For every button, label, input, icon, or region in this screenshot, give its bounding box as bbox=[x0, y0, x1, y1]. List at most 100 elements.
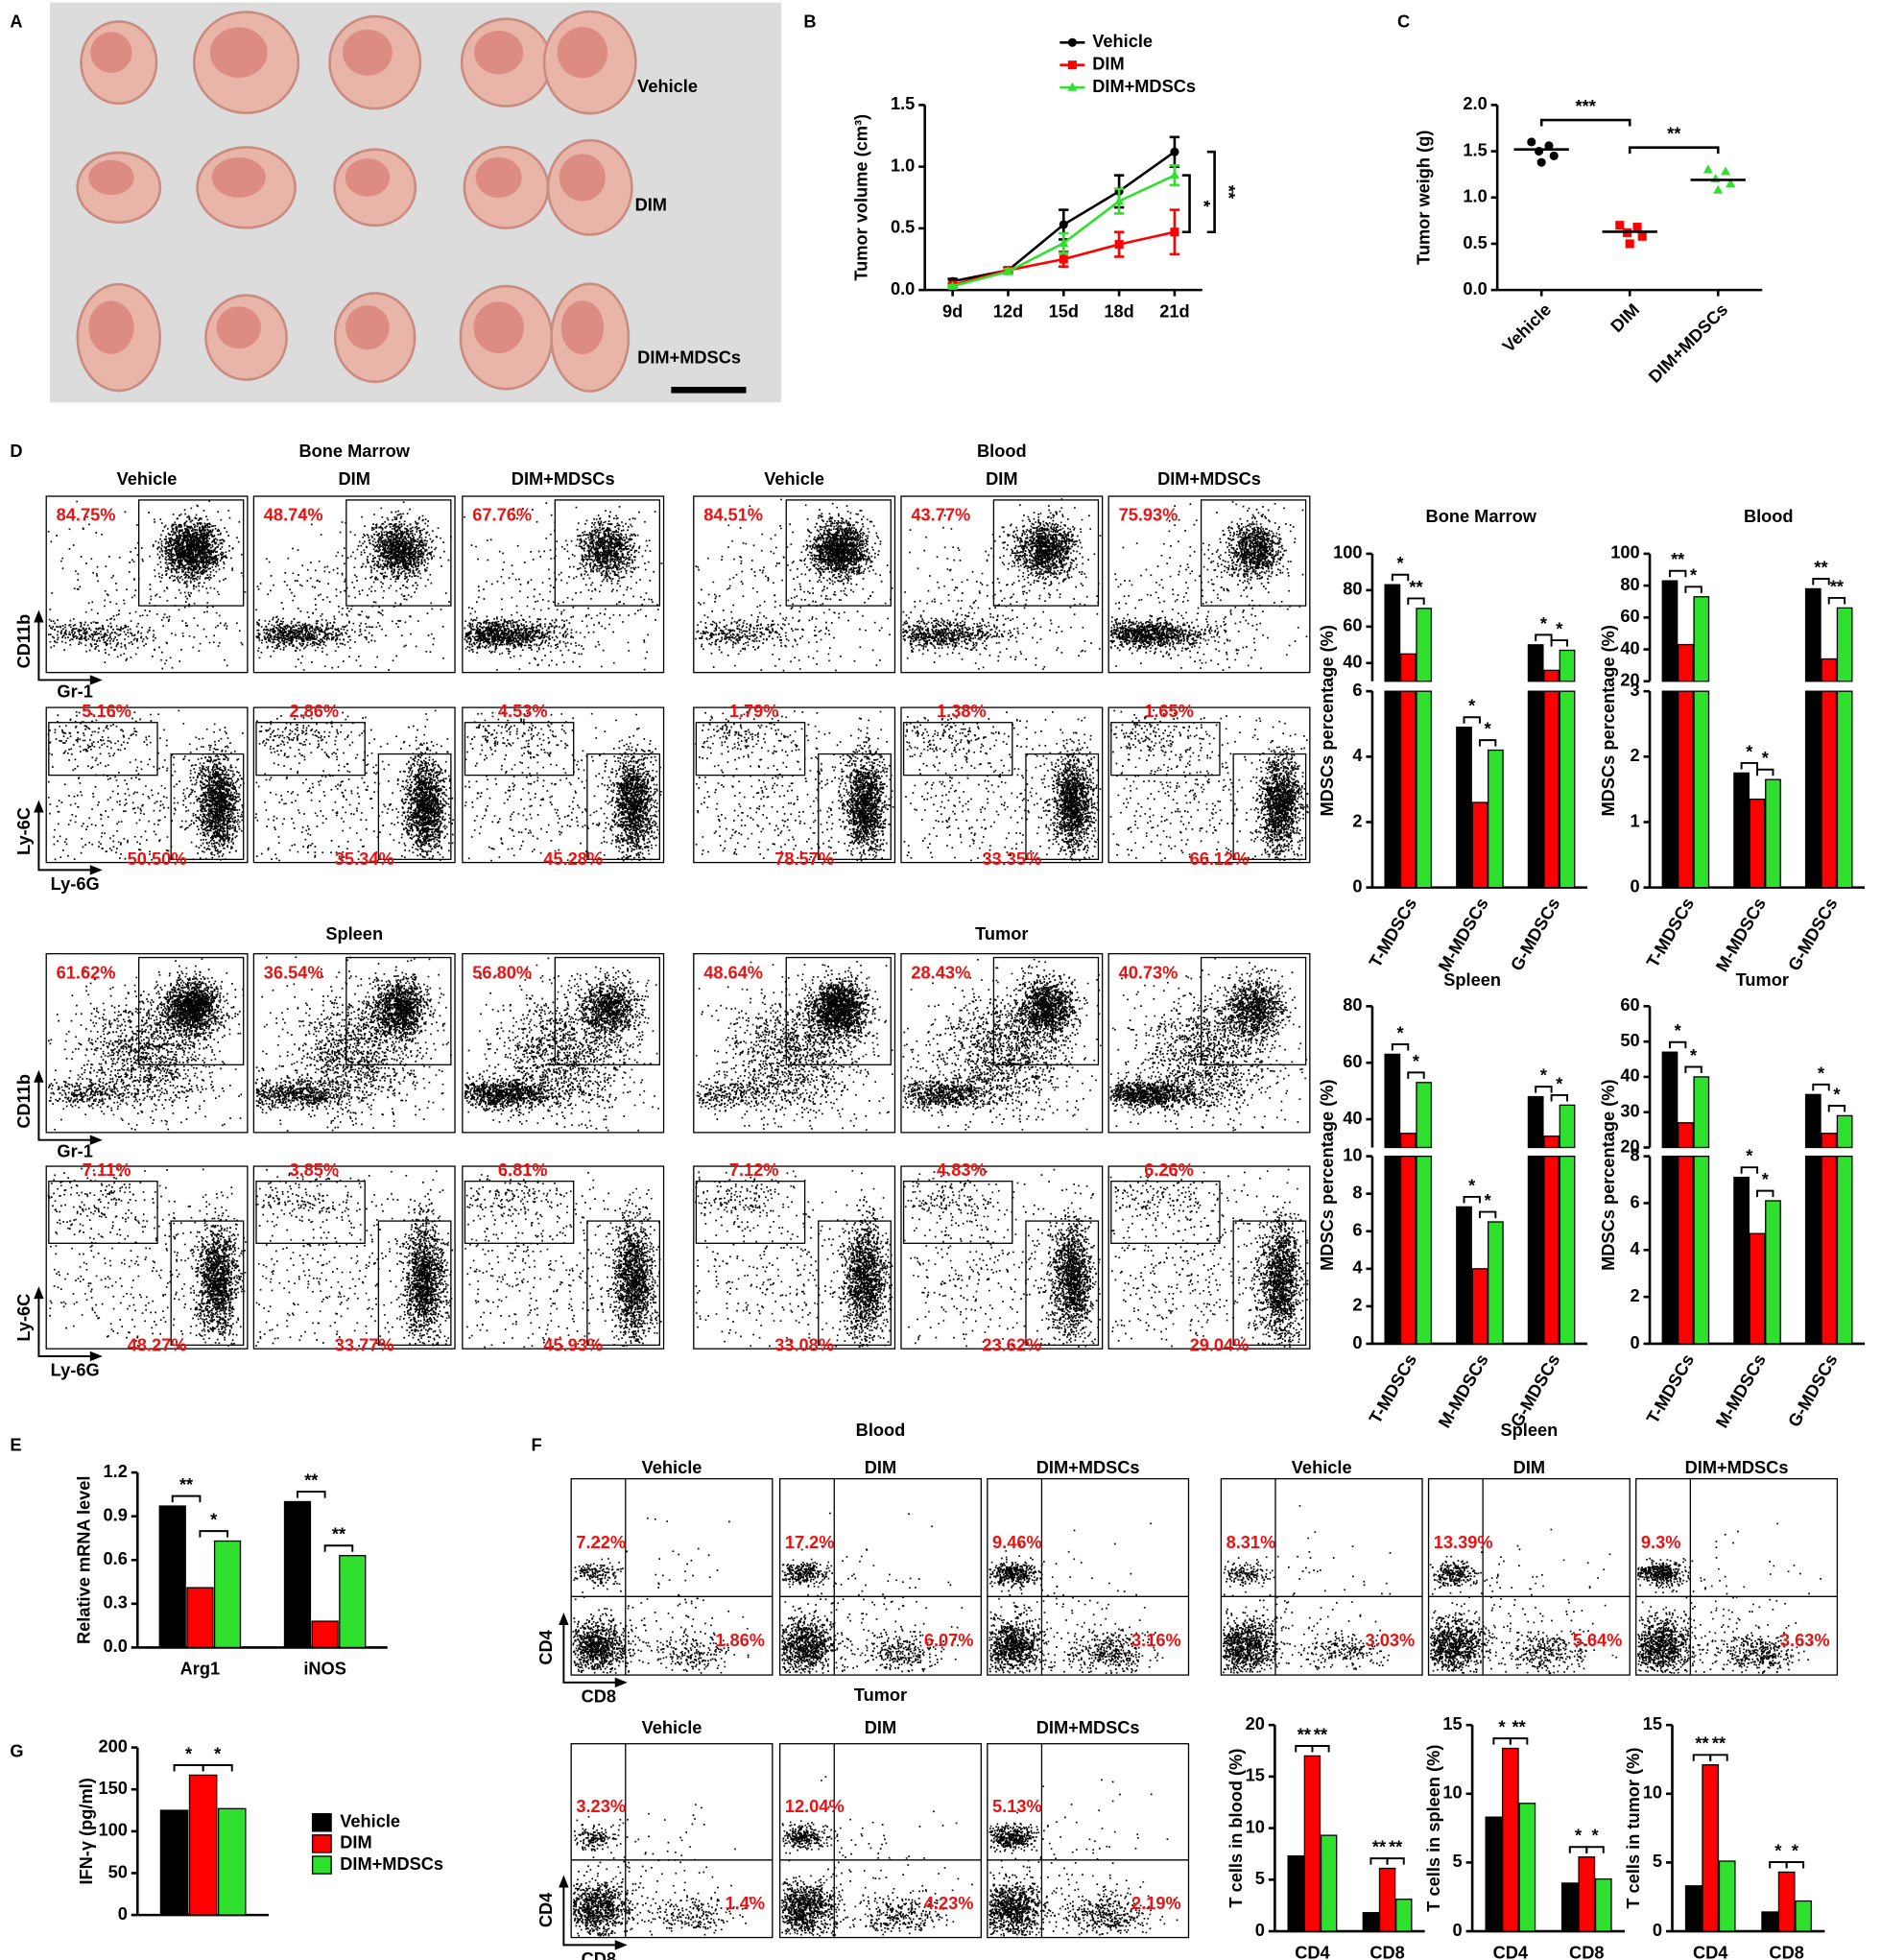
bar bbox=[1578, 1856, 1596, 1932]
axis-arrow bbox=[37, 1292, 97, 1357]
group-label: DIM bbox=[1513, 1457, 1545, 1477]
bar bbox=[1527, 1095, 1544, 1149]
significance-bracket bbox=[1668, 1040, 1687, 1049]
bar bbox=[1804, 1155, 1821, 1345]
significance-label: * bbox=[1499, 1716, 1507, 1736]
significance-bracket bbox=[1463, 716, 1481, 724]
marker bbox=[1170, 147, 1179, 156]
y-tick-label: 0.6 bbox=[104, 1548, 128, 1568]
group-label: Vehicle bbox=[1292, 1457, 1352, 1477]
significance-bracket bbox=[1684, 1065, 1702, 1074]
y-tick-label: 0 bbox=[1453, 1920, 1463, 1940]
legend-label: DIM+MDSCs bbox=[1092, 76, 1196, 96]
panel-label: F bbox=[531, 1435, 541, 1455]
y-tick-label: 4 bbox=[1630, 1238, 1640, 1258]
group-label: DIM+MDSCs bbox=[512, 468, 615, 489]
cytometry-events bbox=[695, 961, 893, 1132]
cytometry-events bbox=[1222, 1505, 1392, 1674]
y-tick-label: 0 bbox=[118, 1903, 128, 1924]
bar bbox=[1399, 690, 1417, 889]
cytometry-events bbox=[1429, 1528, 1618, 1675]
y-axis-label: MDSCs percentage (%) bbox=[1598, 1079, 1618, 1270]
bar bbox=[1836, 607, 1853, 682]
panel-label: B bbox=[803, 11, 816, 31]
tumor-highlight bbox=[209, 27, 268, 78]
group-label: DIM+MDSCs bbox=[1036, 1717, 1140, 1737]
significance-bracket bbox=[1812, 1083, 1830, 1091]
tumor-highlight bbox=[560, 300, 605, 355]
gate bbox=[992, 956, 1100, 1065]
significance-label: * bbox=[1746, 741, 1753, 761]
bar bbox=[1733, 1176, 1750, 1345]
percentage: 2.86% bbox=[289, 701, 339, 721]
bar bbox=[1718, 1860, 1736, 1932]
marker bbox=[1067, 82, 1078, 91]
significance-bracket bbox=[1756, 768, 1774, 777]
gate bbox=[785, 499, 892, 607]
y-tick-label: 0.5 bbox=[1463, 232, 1487, 252]
marker bbox=[1536, 157, 1546, 167]
gate bbox=[902, 1181, 1013, 1244]
bar bbox=[1416, 1082, 1433, 1149]
y-tick-label: 60 bbox=[1343, 1051, 1362, 1071]
bar bbox=[1384, 584, 1401, 682]
significance-label: * bbox=[1591, 1826, 1599, 1846]
marker bbox=[1114, 196, 1125, 205]
bar bbox=[1471, 801, 1488, 889]
significance-label: * bbox=[1690, 565, 1698, 586]
tumor-highlight bbox=[88, 300, 134, 354]
bar bbox=[1559, 649, 1576, 682]
plot-frame bbox=[900, 953, 1104, 1134]
percentage: 36.54% bbox=[264, 962, 323, 982]
plot-frame bbox=[779, 1743, 982, 1939]
y-tick-label: 60 bbox=[1343, 615, 1362, 635]
y-tick-label: 0.0 bbox=[891, 278, 915, 299]
cytometry-events bbox=[572, 1804, 751, 1937]
axis-label: Ly-6C bbox=[13, 1294, 34, 1342]
x-tick-label: CD4 bbox=[1295, 1942, 1330, 1960]
legend-label: DIM bbox=[1092, 54, 1124, 74]
percentage: 3.85% bbox=[289, 1159, 339, 1180]
y-tick-label: 6 bbox=[1352, 1220, 1362, 1240]
panel-label: D bbox=[10, 441, 22, 461]
y-tick-label: 100 bbox=[1333, 542, 1362, 562]
bar bbox=[1399, 653, 1417, 682]
percentage: 48.27% bbox=[128, 1334, 187, 1354]
tumor-highlight bbox=[473, 301, 524, 353]
arrow-head bbox=[34, 1286, 44, 1300]
significance-bracket bbox=[1509, 1737, 1529, 1745]
marker bbox=[1632, 223, 1642, 232]
y-tick-label: 50 bbox=[1620, 1030, 1639, 1050]
y-tick-label: 30 bbox=[1620, 1101, 1639, 1121]
significance-bracket bbox=[1386, 1857, 1405, 1865]
plot-frame bbox=[693, 1165, 896, 1350]
percentage: 33.77% bbox=[335, 1334, 394, 1354]
gate bbox=[377, 1220, 452, 1347]
bar bbox=[311, 1620, 339, 1649]
significance-bracket bbox=[171, 1494, 202, 1503]
y-tick-label: 2 bbox=[1352, 1295, 1362, 1315]
bar bbox=[1661, 580, 1679, 682]
cytometry-events bbox=[902, 498, 1102, 670]
y-axis-label: MDSCs percentage (%) bbox=[1317, 625, 1337, 816]
y-tick-label: 0.9 bbox=[104, 1504, 128, 1524]
gate bbox=[1025, 753, 1100, 861]
y-tick-label: 15 bbox=[1442, 1713, 1462, 1733]
y-tick-label: 1.2 bbox=[104, 1461, 128, 1481]
bar bbox=[1485, 1816, 1503, 1932]
plot-frame bbox=[45, 495, 249, 674]
arrow-head bbox=[559, 1612, 569, 1625]
bar bbox=[1416, 690, 1433, 889]
group-label: Vehicle bbox=[764, 468, 824, 489]
y-tick-label: 10 bbox=[1442, 1782, 1462, 1803]
legend-swatch bbox=[311, 1812, 332, 1832]
significance-bracket bbox=[323, 1544, 354, 1552]
x-tick-label: CD8 bbox=[1569, 1942, 1604, 1960]
y-tick-label: 2 bbox=[1352, 810, 1362, 830]
arrow-head bbox=[614, 1677, 628, 1688]
y-tick-label: 40 bbox=[1620, 637, 1639, 657]
significance-bracket bbox=[202, 1764, 233, 1772]
bar bbox=[1684, 1885, 1702, 1932]
percentage: 1.65% bbox=[1144, 701, 1194, 721]
cytometry-events bbox=[780, 1776, 973, 1937]
